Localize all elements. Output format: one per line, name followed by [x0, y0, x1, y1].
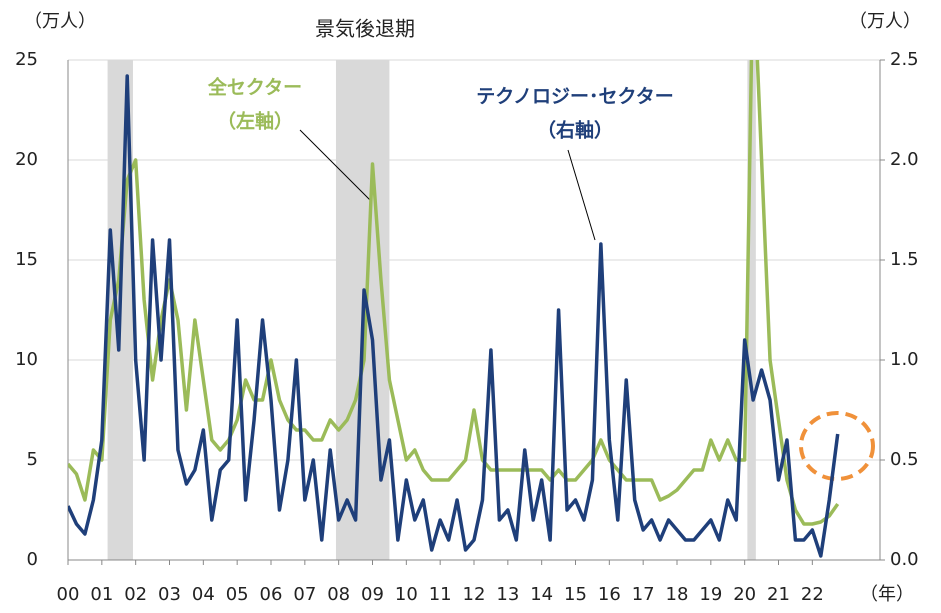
y-axis-unit: （万人） — [24, 11, 96, 32]
background-layer — [68, 59, 880, 561]
leader-line — [299, 129, 373, 203]
x-tick-label: 20 — [733, 584, 756, 605]
x-tick-label: 22 — [801, 584, 824, 605]
annotation: （左軸） — [217, 110, 293, 133]
x-axis-unit: （年） — [860, 584, 914, 605]
leader-line — [567, 149, 596, 241]
x-tick-label: 04 — [192, 584, 215, 605]
y2-tick-label: 1.5 — [890, 249, 919, 270]
annotation: 全セクター — [207, 76, 302, 99]
data-line — [68, 60, 840, 526]
recession-label: 景気後退期 — [315, 17, 415, 41]
x-tick-label: 17 — [632, 584, 655, 605]
y2-tick-label: 0.5 — [890, 449, 919, 470]
y-tick-label: 25 — [15, 49, 38, 70]
y2-tick-label: 2.5 — [890, 49, 919, 70]
y-tick-label: 10 — [15, 349, 38, 370]
x-tick-label: 06 — [260, 584, 283, 605]
x-tick-label: 02 — [124, 584, 147, 605]
x-tick-label: 15 — [564, 584, 587, 605]
x-tick-label: 19 — [699, 584, 722, 605]
y2-tick-label: 2.0 — [890, 149, 919, 170]
x-tick-label: 00 — [57, 584, 80, 605]
data-line — [68, 74, 840, 558]
x-tick-label: 10 — [395, 584, 418, 605]
x-tick-label: 14 — [530, 584, 553, 605]
y-tick-label: 15 — [15, 249, 38, 270]
x-tick-label: 13 — [496, 584, 519, 605]
x-tick-label: 05 — [226, 584, 249, 605]
annotation: （右軸） — [537, 119, 613, 142]
y2-axis-unit: （万人） — [849, 11, 921, 32]
recession-band — [747, 60, 756, 560]
y2-tick-label: 1.0 — [890, 349, 919, 370]
x-tick-label: 11 — [429, 584, 452, 605]
x-tick-label: 09 — [361, 584, 384, 605]
x-tick-label: 07 — [293, 584, 316, 605]
annotation: テクノロジー･セクター — [476, 86, 674, 108]
y-tick-label: 5 — [27, 449, 38, 470]
highlight-circle — [799, 411, 875, 481]
x-tick-label: 01 — [90, 584, 113, 605]
x-tick-label: 12 — [463, 584, 486, 605]
x-tick-label: 16 — [598, 584, 621, 605]
x-tick-label: 08 — [327, 584, 350, 605]
y2-tick-label: 0.0 — [890, 549, 919, 570]
y-tick-label: 20 — [15, 149, 38, 170]
x-tick-label: 18 — [666, 584, 689, 605]
y-tick-label: 0 — [27, 549, 38, 570]
x-tick-label: 21 — [767, 584, 790, 605]
x-tick-label: 03 — [158, 584, 181, 605]
